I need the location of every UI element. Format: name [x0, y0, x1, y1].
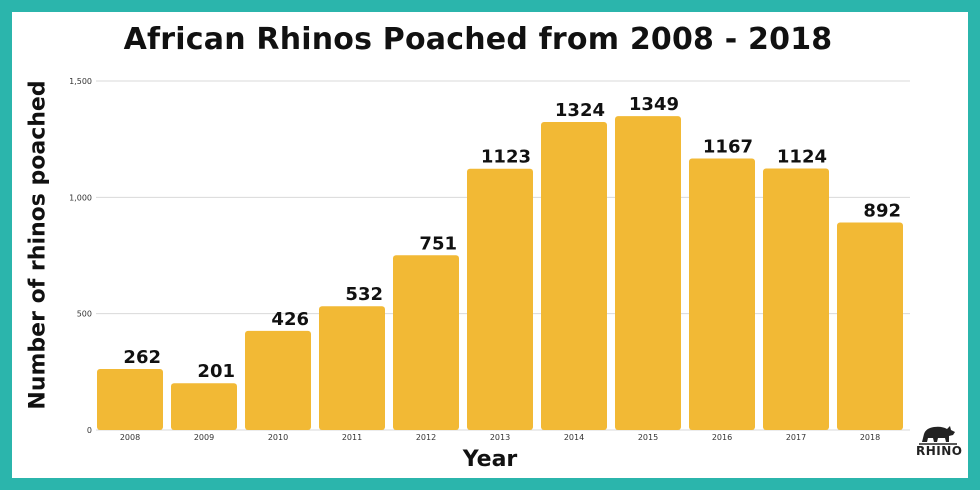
bar: [97, 369, 163, 430]
bar-value-label: 201: [197, 361, 235, 382]
bar: [319, 306, 385, 430]
x-tick-label: 2012: [416, 433, 436, 442]
bar: [615, 116, 681, 431]
rhino-icon: [919, 426, 957, 445]
x-tick-label: 2009: [194, 433, 214, 442]
bar-value-label: 892: [863, 200, 901, 221]
rhino-foundation-logo: RHINO: [916, 418, 963, 466]
bar-value-label: 1123: [481, 147, 531, 168]
bar: [245, 330, 311, 430]
bar-value-label: 1324: [555, 100, 605, 121]
y-tick-label: 500: [77, 310, 92, 319]
x-tick-label: 2010: [268, 433, 288, 442]
bar-value-label: 1124: [777, 146, 827, 167]
x-tick-label: 2013: [490, 433, 510, 442]
bar-value-label: 532: [345, 284, 383, 305]
bar: [393, 255, 459, 430]
x-tick-label: 2016: [712, 433, 732, 442]
x-tick-label: 2017: [786, 433, 806, 442]
bar: [837, 222, 903, 430]
bar-value-label: 1349: [629, 94, 679, 115]
logo-wordmark: RHINO: [916, 444, 963, 458]
x-tick-label: 2011: [342, 433, 362, 442]
y-tick-label: 0: [87, 426, 92, 435]
bar: [689, 158, 755, 430]
chart-title: African Rhinos Poached from 2008 - 2018: [123, 22, 833, 57]
bar: [171, 383, 237, 430]
bar-value-label: 262: [123, 347, 161, 368]
bar-value-label: 1167: [703, 136, 753, 157]
bar: [467, 168, 533, 430]
x-tick-label: 2018: [860, 433, 880, 442]
bar-value-label: 751: [419, 233, 457, 254]
y-tick-label: 1,500: [69, 77, 92, 86]
bar-value-label: 426: [271, 309, 309, 330]
bar: [763, 168, 829, 430]
y-tick-label: 1,000: [69, 193, 92, 202]
x-tick-label: 2014: [564, 433, 584, 442]
x-axis-label: Year: [462, 447, 518, 472]
x-tick-label: 2008: [120, 433, 140, 442]
bar: [541, 121, 607, 430]
x-tick-label: 2015: [638, 433, 658, 442]
